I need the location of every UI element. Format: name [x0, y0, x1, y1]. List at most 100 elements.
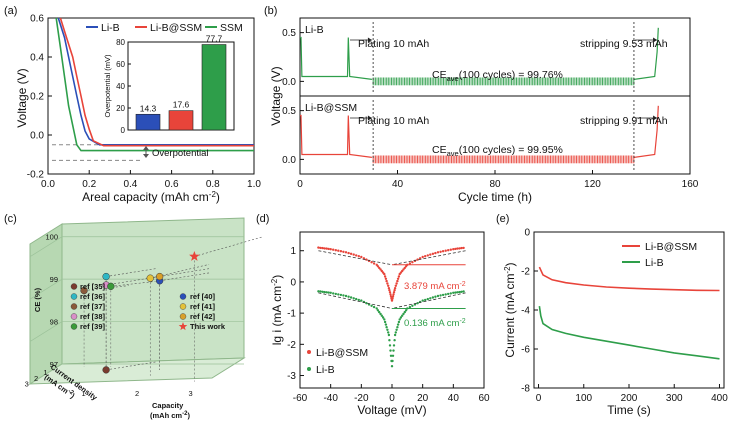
data-marker — [319, 246, 322, 250]
z-tick-label: 99 — [50, 275, 58, 284]
panel-d-legend-li-b: Li-B — [316, 364, 335, 376]
legend-marker — [70, 323, 78, 330]
data-marker — [454, 291, 457, 294]
data-marker — [349, 296, 353, 299]
legend-label: ref [38] — [80, 312, 106, 321]
data-marker — [342, 294, 345, 297]
data-marker — [404, 309, 408, 312]
plating-arrowhead — [367, 37, 372, 43]
x-tick-label: 20 — [417, 393, 429, 404]
data-marker — [392, 349, 395, 352]
data-marker — [360, 299, 363, 302]
x-tick-label: -60 — [293, 393, 308, 404]
data-marker — [334, 292, 337, 296]
x-tick-label: 1.0 — [247, 179, 261, 190]
y-tick-label: -2 — [287, 340, 296, 351]
panel-d-series — [317, 246, 466, 368]
legend-label: ref [39] — [80, 322, 106, 331]
data-marker — [458, 247, 461, 250]
series-top-end — [633, 27, 659, 80]
grid-line — [29, 363, 63, 385]
data-marker — [444, 293, 447, 296]
x-tick-label: 400 — [711, 393, 728, 404]
data-marker — [393, 289, 396, 292]
panel-d-legend: Li-B@SSM Li-B — [307, 347, 368, 376]
x-tick-label: 160 — [682, 179, 699, 190]
data-point — [146, 274, 154, 282]
data-marker — [379, 268, 382, 271]
inset-y-label: Overpotential (mV) — [103, 54, 112, 117]
data-marker — [398, 318, 401, 321]
panel-c-points — [80, 236, 263, 382]
y-tick-label: -1 — [287, 309, 296, 320]
inset-bar-label: 77.7 — [206, 34, 223, 44]
data-marker — [462, 290, 465, 293]
legend-marker — [179, 303, 187, 310]
data-marker — [408, 305, 412, 309]
overpotential-annotation: Overpotential — [143, 146, 209, 159]
data-marker — [447, 249, 450, 252]
panel-d: (d) -60 -40 -20 0 20 40 60 1 0 -1 -2 -3 lg i (mA cm… — [256, 213, 490, 417]
panel-d-x-label: Voltage (mV) — [357, 403, 426, 417]
data-marker — [411, 304, 414, 307]
stripping-arrowhead — [653, 115, 658, 121]
data-marker — [390, 365, 394, 368]
panel-b-label: (b) — [264, 5, 277, 17]
data-marker — [434, 251, 437, 255]
projection-line — [110, 281, 156, 287]
x-tick-label: 0.2 — [82, 179, 96, 190]
data-marker — [401, 314, 404, 317]
x-tick-label: -40 — [323, 393, 338, 404]
data-marker — [389, 293, 392, 296]
data-marker — [365, 302, 368, 305]
panel-c-y-ticks: 123 — [25, 368, 48, 389]
panel-b-top-stripping: stripping 9.53 mAh — [580, 38, 668, 50]
data-marker — [399, 271, 403, 274]
data-marker — [393, 339, 396, 342]
data-marker — [376, 309, 380, 312]
panel-e-y-label: Current (mA cm-2) — [503, 262, 517, 357]
panel-c-x-ticks: 1 2 3 — [81, 389, 192, 398]
data-marker — [384, 277, 388, 280]
data-marker — [337, 249, 340, 252]
data-marker — [439, 294, 442, 297]
data-marker — [391, 295, 395, 298]
data-marker — [347, 295, 350, 298]
data-point — [102, 272, 110, 281]
x-tick-label: 200 — [621, 393, 638, 404]
panel-c-z-ticks: 100 99 98 97 — [45, 233, 58, 369]
data-marker — [431, 252, 435, 255]
data-marker — [317, 290, 320, 293]
data-marker — [334, 249, 337, 252]
data-marker — [436, 251, 440, 254]
data-marker — [386, 328, 389, 331]
data-marker — [447, 292, 450, 296]
panel-b-bottom-plating: Plating 10 mAh — [358, 115, 429, 127]
data-marker — [434, 295, 437, 298]
data-marker — [396, 277, 400, 280]
legend-label: ref [41] — [190, 302, 216, 311]
data-marker — [327, 291, 330, 294]
data-marker — [342, 250, 345, 253]
data-marker — [355, 297, 358, 301]
data-marker — [397, 320, 401, 324]
data-marker — [462, 246, 465, 250]
data-marker — [416, 302, 419, 305]
inset-bar — [168, 110, 194, 131]
panel-b-top-plating: Plating 10 mAh — [358, 38, 429, 50]
inset-y-tick-label: 0 — [121, 126, 126, 135]
data-marker — [389, 349, 392, 352]
data-marker — [421, 255, 424, 259]
y-tick-label: -4 — [521, 306, 530, 317]
legend-label: ref [37] — [80, 302, 106, 311]
y-tick-label: 0.0 — [282, 77, 296, 88]
x-tick-label: 0.0 — [41, 179, 55, 190]
data-marker — [397, 275, 401, 278]
panel-d-annot-bottom: 0.136 mA cm-2 — [404, 318, 466, 329]
panel-d-annot-top: 3.879 mA cm-2 — [404, 281, 466, 292]
data-marker — [394, 331, 397, 334]
panel-b-series — [300, 22, 659, 170]
data-marker — [416, 258, 419, 261]
data-marker — [379, 312, 382, 316]
